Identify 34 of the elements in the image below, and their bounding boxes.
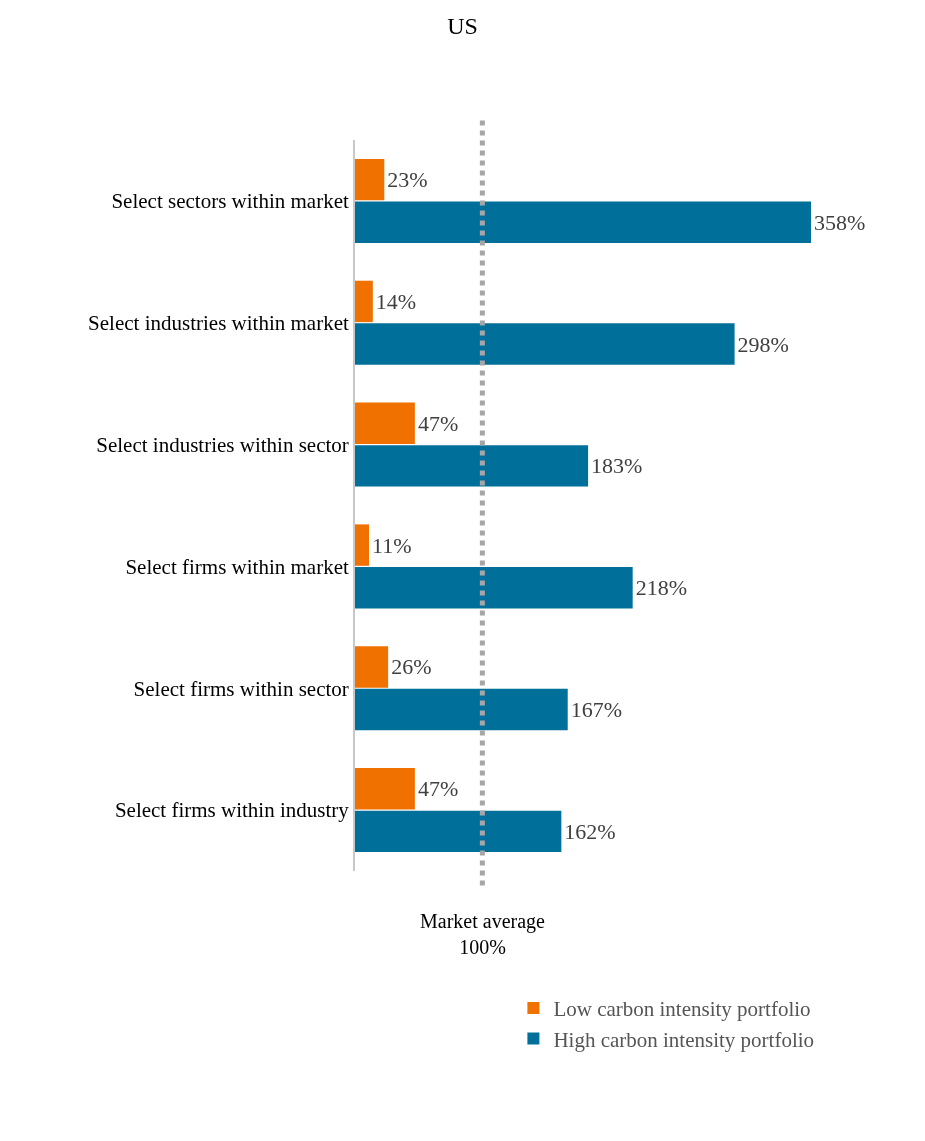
data-label: 218%	[635, 575, 688, 601]
data-label: 167%	[570, 697, 623, 723]
data-label: 298%	[737, 331, 789, 357]
data-label: 23%	[387, 167, 428, 193]
data-label: 47%	[417, 776, 459, 802]
chart-title: US	[447, 12, 478, 39]
bar	[355, 524, 370, 566]
data-label: 26%	[391, 654, 432, 680]
data-label: 47%	[417, 410, 459, 436]
data-label: 14%	[375, 288, 417, 314]
bar	[355, 810, 562, 853]
bar	[355, 646, 389, 688]
bar	[355, 158, 385, 201]
legend-label: High carbon intensity portfolio	[553, 1027, 815, 1052]
bar	[355, 402, 415, 444]
y-tick-label: Select sectors within market	[111, 189, 349, 214]
data-label: 358%	[814, 209, 866, 235]
y-tick-label: Select firms within market	[125, 554, 349, 579]
bar	[355, 201, 811, 243]
bar	[355, 768, 415, 810]
bar	[355, 688, 568, 731]
y-tick-label: Select industries within sector	[96, 432, 349, 457]
y-tick-label: Select firms within sector	[133, 676, 349, 701]
bar	[355, 323, 735, 365]
data-label: 183%	[591, 453, 643, 479]
bar	[355, 445, 589, 487]
bar	[355, 280, 373, 323]
y-tick-label: Select industries within market	[88, 311, 349, 336]
legend-label: Low carbon intensity portfolio	[553, 997, 811, 1022]
data-label: 162%	[564, 818, 616, 844]
data-label: 11%	[372, 532, 412, 558]
y-tick-label: Select firms within industry	[114, 798, 350, 823]
ref-line-label: Market average 100%	[420, 910, 546, 958]
bar	[355, 567, 633, 609]
